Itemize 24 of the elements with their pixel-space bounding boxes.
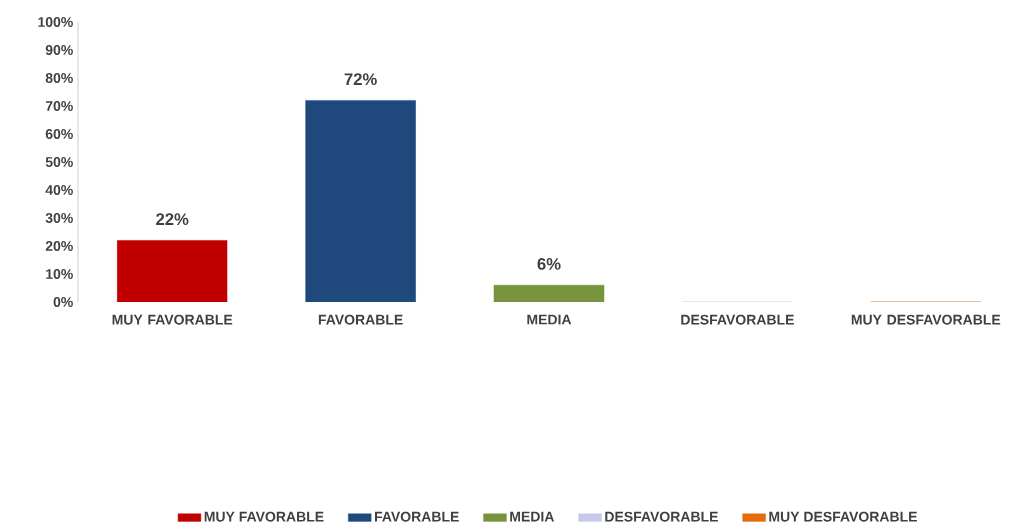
x-tick-label: MEDIA (527, 314, 572, 325)
y-tick-label: 10% (46, 269, 73, 279)
legend-label: FAVORABLE (374, 511, 459, 522)
x-tick-label: MUY FAVORABLE (112, 314, 233, 325)
y-tick-label: 100% (38, 17, 73, 27)
data-label: 22% (156, 213, 189, 226)
x-tick-label: DESFAVORABLE (681, 314, 794, 325)
y-tick-label: 30% (45, 213, 73, 223)
y-tick-label: 0% (53, 297, 73, 307)
y-tick-label: 40% (45, 185, 73, 195)
legend-label: MUY DESFAVORABLE (769, 511, 917, 522)
y-tick-label: 20% (45, 241, 73, 251)
y-tick-label: 70% (45, 101, 73, 111)
y-tick-label: 80% (45, 73, 73, 83)
y-tick-label: 90% (45, 45, 73, 55)
x-tick-label: MUY DESFAVORABLE (851, 314, 1001, 325)
legend-label: MUY FAVORABLE (204, 511, 324, 522)
y-tick-label: 50% (45, 157, 73, 167)
legend-label: MEDIA (510, 511, 555, 522)
data-label: 72% (344, 73, 377, 86)
data-label: 6% (537, 258, 561, 270)
legend-label: DESFAVORABLE (605, 511, 718, 522)
y-tick-label: 60% (45, 129, 73, 139)
x-tick-label: FAVORABLE (318, 314, 403, 325)
